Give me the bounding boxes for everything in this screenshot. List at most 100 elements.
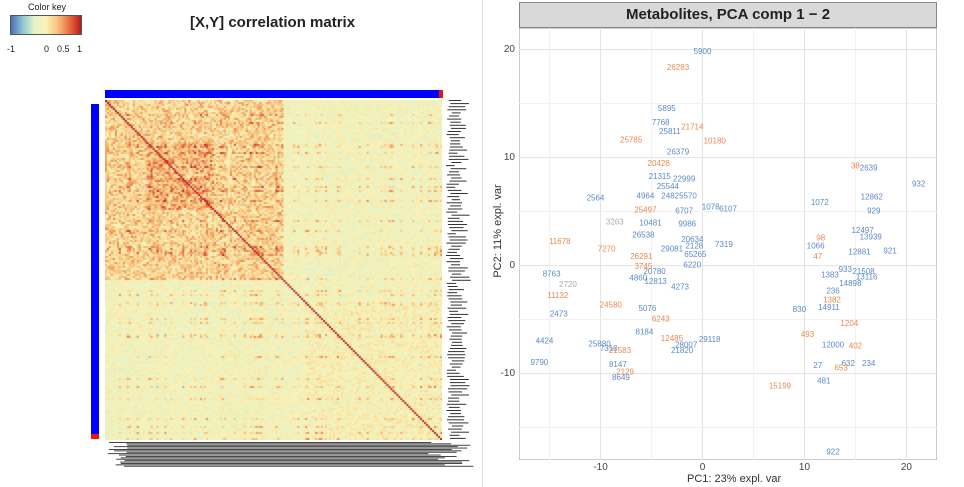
row-label-stroke xyxy=(446,187,455,188)
data-point-label: 29081 xyxy=(661,245,684,254)
row-label-stroke xyxy=(452,426,463,427)
row-label-stroke xyxy=(450,302,467,303)
row-label-stroke xyxy=(450,379,469,380)
data-point-label: 1204 xyxy=(840,319,858,328)
row-label-stroke xyxy=(448,320,465,321)
row-label-stroke xyxy=(449,391,462,392)
row-label-stroke xyxy=(451,193,468,194)
row-label-stroke xyxy=(450,382,465,383)
column-labels xyxy=(100,440,480,468)
row-label-stroke xyxy=(451,264,460,265)
data-point-label: 3263 xyxy=(606,218,624,227)
column-label-stroke xyxy=(109,449,452,450)
row-label-stroke xyxy=(449,289,464,290)
row-label-stroke xyxy=(448,224,467,225)
row-label-stroke xyxy=(450,435,460,436)
row-label-stroke xyxy=(452,274,461,275)
row-label-stroke xyxy=(448,351,464,352)
data-point-label: 8763 xyxy=(543,269,561,278)
row-label-stroke xyxy=(450,277,469,278)
row-label-stroke xyxy=(452,112,461,113)
data-point-label: 7270 xyxy=(598,245,616,254)
data-point-label: 1383 xyxy=(821,270,839,279)
y-tick-label: 10 xyxy=(495,152,515,163)
row-label-stroke xyxy=(448,131,461,132)
data-point-label: 12485 xyxy=(661,334,684,343)
row-label-stroke xyxy=(447,252,457,253)
row-label-stroke xyxy=(450,438,466,439)
y-tick-label: -10 xyxy=(495,368,515,379)
data-point-label: 5895 xyxy=(658,104,676,113)
x-tick-label: 0 xyxy=(693,462,713,473)
row-label-stroke xyxy=(450,240,468,241)
row-label-stroke xyxy=(449,249,460,250)
data-point-label: 10481 xyxy=(639,219,662,228)
data-point-label: 1072 xyxy=(811,198,829,207)
correlation-matrix-panel: Color key -1 0 0.5 1 [X,Y] correlation m… xyxy=(0,0,483,487)
row-label-stroke xyxy=(447,174,460,175)
data-point-label: 4424 xyxy=(536,336,554,345)
x-tick-label: 10 xyxy=(794,462,814,473)
row-label-stroke xyxy=(449,181,466,182)
x-tick-label: 20 xyxy=(896,462,916,473)
data-point-label: 25811 xyxy=(659,127,681,136)
column-label-stroke xyxy=(126,443,451,444)
data-point-label: 6220 xyxy=(683,261,701,270)
column-label-stroke xyxy=(114,450,461,451)
data-point-label: 933 xyxy=(839,265,853,274)
row-label-stroke xyxy=(447,404,466,405)
column-label-stroke xyxy=(121,463,462,464)
row-label-stroke xyxy=(450,143,460,144)
data-point-label: 3745 xyxy=(634,262,652,271)
column-label-stroke xyxy=(121,457,445,458)
row-label-stroke xyxy=(448,209,462,210)
row-label-stroke xyxy=(448,401,459,402)
x-axis-title: PC1: 23% expl. var xyxy=(687,473,781,485)
row-label-stroke xyxy=(447,373,460,374)
data-point-label: 12000 xyxy=(822,341,845,350)
pca-panel: Metabolites, PCA comp 1 − 2 5900 5895 7768… xyxy=(483,0,964,487)
row-label-stroke xyxy=(452,367,461,368)
row-label-stroke xyxy=(448,233,456,234)
row-label-stroke xyxy=(446,212,457,213)
color-key-title: Color key xyxy=(28,2,66,12)
data-point-label: 26291 xyxy=(630,252,653,261)
row-label-stroke xyxy=(449,407,460,408)
column-label-stroke xyxy=(125,460,470,461)
row-label-stroke xyxy=(448,308,467,309)
row-label-stroke xyxy=(447,196,459,197)
row-label-stroke xyxy=(451,128,466,129)
row-label-stroke xyxy=(447,119,461,120)
data-point-label: 20428 xyxy=(648,159,671,168)
data-point-label: 5076 xyxy=(639,304,657,313)
row-label-stroke xyxy=(452,280,471,281)
row-label-stroke xyxy=(450,147,463,148)
data-point-label: 25785 xyxy=(620,135,643,144)
data-point-label: 13939 xyxy=(860,233,883,242)
data-point-label: 2564 xyxy=(587,194,605,203)
data-point-label: 2720 xyxy=(559,280,577,289)
row-label-stroke xyxy=(450,125,466,126)
data-point-label: 47 xyxy=(813,252,822,261)
data-point-label: 9790 xyxy=(530,358,548,367)
column-label-stroke xyxy=(120,462,462,463)
data-point-label: 11132 xyxy=(547,291,569,300)
data-point-label: 481 xyxy=(817,376,831,385)
data-point-label: 27 xyxy=(813,361,822,370)
row-label-stroke xyxy=(447,202,462,203)
row-label-stroke xyxy=(447,134,459,135)
row-label-stroke xyxy=(450,122,461,123)
row-label-stroke xyxy=(449,422,469,423)
data-point-label: 24580 xyxy=(600,301,623,310)
row-label-stroke xyxy=(451,323,464,324)
color-key-bar xyxy=(10,15,82,35)
data-point-label: 12813 xyxy=(644,277,667,286)
data-point-label: 21583 xyxy=(609,346,632,355)
color-key-tick: 0 xyxy=(44,44,49,54)
row-label-stroke xyxy=(449,236,466,237)
row-label-stroke xyxy=(448,286,458,287)
row-label-stroke xyxy=(452,199,460,200)
row-label-stroke xyxy=(451,395,469,396)
data-point-label: 26283 xyxy=(667,63,690,72)
x-tick-label: -10 xyxy=(591,462,611,473)
